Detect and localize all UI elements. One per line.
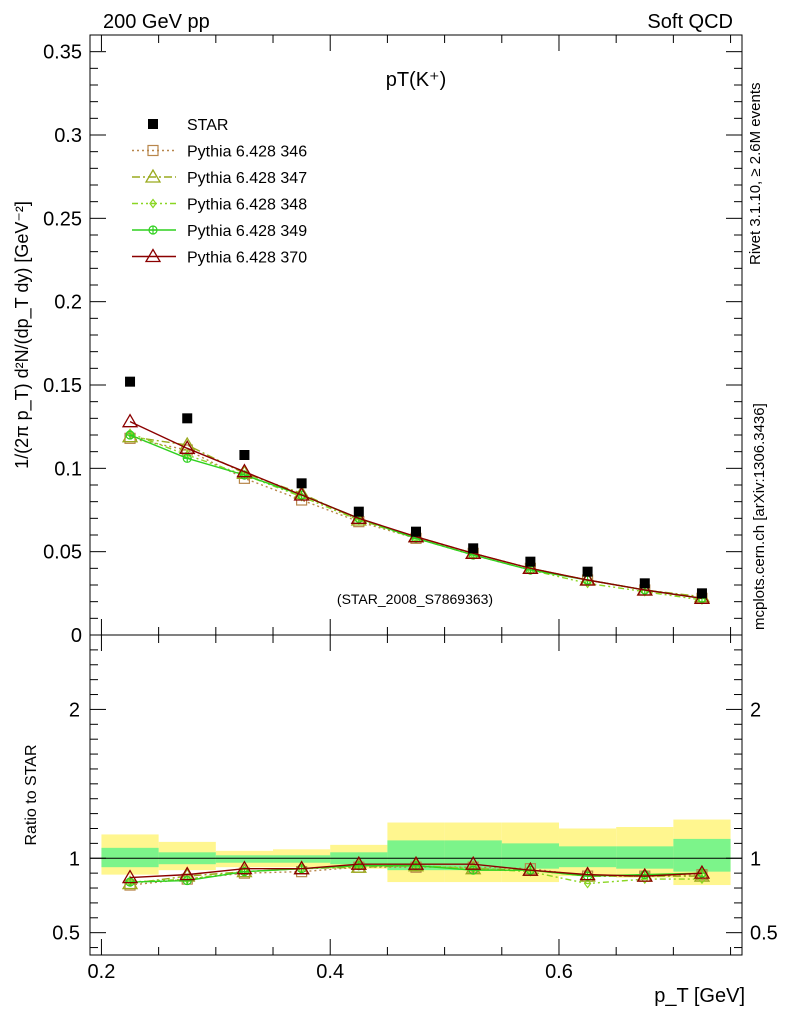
legend-marker-p347 <box>144 168 162 183</box>
ratio-point-p370 <box>350 855 367 870</box>
legend-marker-p346 <box>147 144 159 157</box>
legend-label-p346: Pythia 6.428 346 <box>187 144 307 161</box>
ratio-frame <box>89 634 743 956</box>
legend-label-p348: Pythia 6.428 348 <box>187 197 307 214</box>
ratio-xtick-label: 0.4 <box>316 961 344 983</box>
ratio-xtick-label: 0.6 <box>545 961 573 983</box>
main-plot: pT(K⁺) (STAR_2008_S7869363) 1/(2π p_T) d… <box>12 34 743 647</box>
ratio-point-p370 <box>636 867 653 882</box>
ratio-point-p370 <box>579 866 596 881</box>
legend-marker-p348 <box>149 198 157 209</box>
main-point-p349 <box>182 453 192 463</box>
main-point-p370 <box>350 510 367 524</box>
main-series-p348-line <box>129 432 703 601</box>
mcplots-label: mcplots.cern.ch [arXiv:1306.3436] <box>751 403 768 630</box>
main-ytick-label: 0.35 <box>43 42 82 64</box>
ratio-ytick-label-left: 2 <box>69 699 80 721</box>
main-point-p370 <box>636 581 653 596</box>
ratio-point-p370 <box>121 869 139 884</box>
main-point-p349 <box>125 430 135 440</box>
main-point-star <box>296 478 307 489</box>
ratio-ylabel: Ratio to STAR <box>23 744 40 845</box>
main-point-star <box>353 506 364 517</box>
ratio-band-inner <box>215 855 274 863</box>
main-series-p346-line <box>129 437 703 600</box>
ratio-point-p370 <box>293 860 310 875</box>
main-ytick-label: 0.25 <box>43 208 82 230</box>
main-ylabel: 1/(2π p_T) d²N/(dp_T dy) [GeV⁻²] <box>12 201 33 469</box>
ratio-point-p370 <box>693 864 711 879</box>
ratio-band-inner <box>273 855 331 863</box>
main-point-star <box>125 376 136 387</box>
ratio-point-p348 <box>583 878 592 889</box>
main-ytick-label: 0.3 <box>54 125 82 147</box>
main-point-star <box>582 566 593 577</box>
rivet-label: Rivet 3.1.10, ≥ 2.6M events <box>747 83 764 266</box>
main-point-p370 <box>236 463 253 478</box>
legend-label-p349: Pythia 6.428 349 <box>187 223 307 240</box>
header-right: Soft QCD <box>647 11 733 33</box>
main-watermark: (STAR_2008_S7869363) <box>337 591 493 607</box>
legend-label-star: STAR <box>187 117 228 134</box>
ratio-band-inner <box>558 846 617 868</box>
ratio-plot: 0.5 0.5 1 1 2 2 0.2 0.4 0.6 Ratio to STAR p_T [G… <box>23 634 778 1007</box>
main-point-p370 <box>121 413 139 428</box>
main-series-p370-line <box>129 421 703 600</box>
main-ytick-label: 0.2 <box>54 292 82 314</box>
legend-label-p347: Pythia 6.428 347 <box>187 170 307 187</box>
main-ytick-label: 0.05 <box>43 542 82 564</box>
ratio-point-p370 <box>407 855 425 870</box>
ratio-ytick-label-right: 0.5 <box>750 923 778 945</box>
ratio-ytick-label-left: 0.5 <box>52 923 80 945</box>
ratio-point-p349 <box>182 875 192 886</box>
main-point-star <box>468 543 479 554</box>
header-left: 200 GeV pp <box>103 11 210 33</box>
main-point-star <box>239 450 250 460</box>
main-title: pT(K⁺) <box>386 69 447 91</box>
main-point-p370 <box>522 560 539 574</box>
main-ytick-label: 0.1 <box>54 458 82 480</box>
main-point-p370 <box>579 571 596 586</box>
ratio-band-inner <box>616 846 674 869</box>
legend-label-p370: Pythia 6.428 370 <box>187 250 307 267</box>
legend-marker-star <box>148 119 158 129</box>
ratio-xtick-label: 0.2 <box>88 961 116 983</box>
ratio-xlabel: p_T [GeV] <box>654 985 745 1007</box>
ratio-point-p370 <box>522 861 539 876</box>
main-point-star <box>639 578 650 589</box>
ratio-band-inner <box>501 843 559 869</box>
ratio-point-p370 <box>465 855 482 870</box>
ratio-point-p370 <box>179 866 196 881</box>
main-point-p370 <box>179 440 196 454</box>
main-point-star <box>525 556 536 567</box>
main-point-star <box>182 413 193 424</box>
ratio-ytick-label-right: 1 <box>750 848 761 870</box>
legend: STAR Pythia 6.428 346 Pythia 6.428 347 Pyth… <box>132 117 307 267</box>
main-point-star <box>411 526 421 537</box>
ratio-point-p349 <box>468 865 478 875</box>
main-point-star <box>696 588 707 599</box>
ratio-ytick-label-right: 2 <box>750 699 761 721</box>
legend-marker-p349 <box>148 225 158 235</box>
ratio-ytick-label-left: 1 <box>69 848 80 870</box>
legend-marker-p370 <box>144 248 162 263</box>
main-ytick-label: 0 <box>71 625 82 647</box>
ratio-series-p370-line <box>129 863 703 879</box>
main-ytick-label: 0.15 <box>43 375 82 397</box>
main-point-p348 <box>583 578 592 589</box>
ratio-band-inner <box>101 847 159 868</box>
main-point-p370 <box>293 486 310 501</box>
ratio-point-p370 <box>236 860 253 875</box>
